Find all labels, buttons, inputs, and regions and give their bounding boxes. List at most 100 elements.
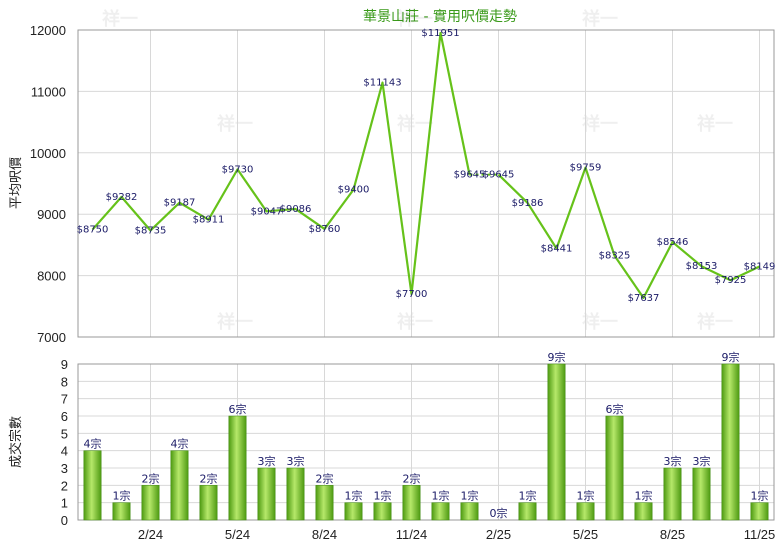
y-tick-label: 11000 [31,84,66,99]
x-tick-label: 8/25 [660,527,685,542]
volume-bar [83,450,102,521]
price-data-label: $8441 [541,244,573,255]
watermark-text: 祥一 [697,311,733,333]
volume-bar [228,415,247,521]
volume-bar [692,467,711,521]
volume-data-label: 3宗 [664,454,682,468]
volume-bar [315,485,334,521]
price-data-labels: $8750 $9282 $8735 $9187 $8911 $9730 $9047$9086… [77,28,776,304]
watermark-text: 祥一 [102,8,138,30]
price-data-label: $8760 [309,224,341,235]
x-axis-ticks: 2/24 5/24 8/24 11/24 2/25 5/25 8/25 11/25 [138,527,775,542]
price-data-label: $9047 [251,206,283,217]
price-data-label: $7700 [396,289,428,300]
volume-bar [634,502,653,521]
volume-bar [344,502,363,521]
volume-bar [199,485,218,521]
price-data-label: $8546 [657,237,689,248]
volume-data-label: 6宗 [606,402,624,416]
y-tick-label: 8 [61,374,68,389]
volume-data-label: 1宗 [461,489,479,503]
y-tick-label: 9 [61,357,68,372]
volume-bar [112,502,131,521]
volume-data-label: 1宗 [519,489,537,503]
watermark-text: 祥一 [397,113,433,135]
y-tick-label: 6 [61,409,68,424]
volume-data-label: 3宗 [287,454,305,468]
volume-bar [663,467,682,521]
volume-data-label: 1宗 [751,489,769,503]
volume-bars [83,363,769,521]
y-tick-label: 3 [61,461,68,476]
volume-data-label: 1宗 [345,489,363,503]
chart-title: 華景山莊 - 實用呎價走勢 [363,8,517,25]
watermark-text: 祥一 [582,311,618,333]
volume-bar [460,502,479,521]
watermark-text: 祥一 [217,113,253,135]
y-tick-label: 0 [61,513,68,528]
volume-bar [721,363,740,521]
watermark-text: 祥一 [217,311,253,333]
volume-data-label: 4宗 [171,437,189,451]
price-data-label: $9282 [106,192,138,203]
volume-y-axis-label: 成交宗數 [8,416,24,468]
y-tick-label: 2 [61,478,68,493]
price-data-label: $9730 [222,164,254,175]
volume-data-label: 9宗 [722,350,740,364]
x-tick-label: 2/24 [138,527,163,542]
price-data-label: $9187 [164,198,196,209]
y-tick-label: 12000 [30,23,66,38]
y-tick-label: 5 [61,426,68,441]
price-data-label: $9759 [570,163,602,174]
volume-chart-frame [77,363,775,521]
y-tick-label: 4 [61,444,68,459]
volume-bar [286,467,305,521]
x-tick-label: 2/25 [486,527,511,542]
volume-y-axis-ticks: 0 1 2 3 4 5 6 7 8 9 [61,357,68,528]
volume-bar [547,363,566,521]
y-tick-label: 7 [61,392,68,407]
price-data-label: $9186 [512,198,544,209]
price-data-label: $11951 [421,28,459,39]
y-tick-label: 1 [61,496,68,511]
volume-data-label: 3宗 [258,454,276,468]
price-y-axis-label: 平均呎價 [9,157,24,209]
volume-bar [518,502,537,521]
y-tick-label: 8000 [37,269,66,284]
price-data-label: $8735 [135,225,167,236]
volume-data-label: 1宗 [113,489,131,503]
volume-data-label: 1宗 [635,489,653,503]
price-data-label: $8149 [744,261,776,272]
price-data-label: $8325 [599,251,631,262]
y-tick-label: 9000 [37,207,66,222]
volume-data-label: 0宗 [490,506,508,520]
volume-bar [170,450,189,521]
volume-bar [402,485,421,521]
volume-data-label: 9宗 [548,350,566,364]
volume-data-label: 1宗 [432,489,450,503]
volume-data-label: 3宗 [693,454,711,468]
volume-data-label: 2宗 [403,471,421,485]
volume-data-label: 1宗 [577,489,595,503]
price-chart-frame [77,29,775,338]
watermark-text: 祥一 [697,113,733,135]
price-series [91,31,760,299]
price-line [497,166,760,299]
price-y-axis-ticks: 7000 8000 9000 10000 11000 12000 [30,23,66,345]
volume-data-label: 6宗 [229,402,247,416]
volume-bar [141,485,160,521]
y-tick-label: 10000 [30,146,66,161]
price-data-label: $8911 [193,215,225,226]
volume-data-labels: 4宗 1宗 2宗 4宗 2宗 6宗 3宗 3宗 2宗 1宗 1宗 2宗 1宗 1宗 0宗 1宗 9宗 1宗 6宗 1宗… [84,350,769,520]
volume-bar [431,502,450,521]
y-tick-label: 7000 [37,330,66,345]
price-data-label: $11143 [363,78,401,89]
price-data-label: $7925 [715,275,747,286]
price-data-label: $7637 [628,293,660,304]
volume-data-label: 1宗 [374,489,392,503]
volume-bar [576,502,595,521]
watermark-text: 祥一 [582,8,618,30]
price-data-label: $8750 [77,225,109,236]
